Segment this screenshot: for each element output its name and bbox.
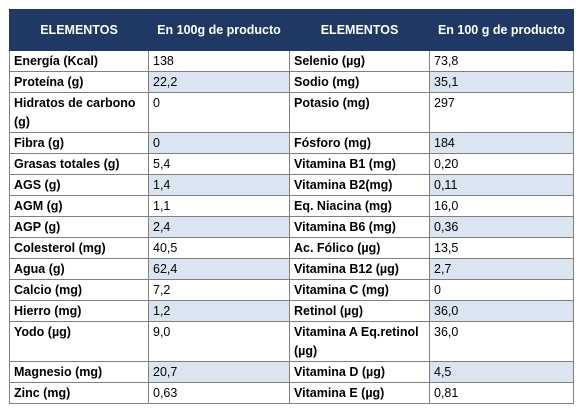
table-row: Hierro (mg) 1,2 Retinol (µg) 36,0 [9,300,574,322]
element-name-left: AGP (g) [9,216,149,238]
element-name-left: Hierro (mg) [9,300,149,322]
element-value-right: 0,36 [429,216,574,238]
table-row: Yodo (µg) 9,0 Vitamina A Eq.retinol (µg)… [9,321,574,362]
table-row: Magnesio (mg) 20,7 Vitamina D (µg) 4,5 [9,361,574,383]
element-value-left: 0 [148,92,290,133]
table-row: Proteína (g) 22,2 Sodio (mg) 35,1 [9,71,574,93]
element-name-right: Vitamina E (µg) [289,382,430,404]
table-row: Energía (Kcal) 138 Selenio (µg) 73,8 [9,50,574,72]
element-name-right: Retinol (µg) [289,300,430,322]
element-name-right: Vitamina B2(mg) [289,174,430,196]
element-name-right: Fósforo (mg) [289,132,430,154]
element-name-right: Vitamina D (µg) [289,361,430,383]
table-row: Grasas totales (g) 5,4 Vitamina B1 (mg) … [9,153,574,175]
element-name-left: Proteína (g) [9,71,149,93]
element-value-left: 138 [148,50,290,72]
element-name-left: Grasas totales (g) [9,153,149,175]
element-name-left: Zinc (mg) [9,382,149,404]
element-name-left: Yodo (µg) [9,321,149,362]
element-name-left: Hidratos de carbono (g) [9,92,149,133]
header-per-100g-right: En 100 g de producto [429,9,574,51]
element-value-left: 20,7 [148,361,290,383]
element-name-left: Magnesio (mg) [9,361,149,383]
table-row: Fibra (g) 0 Fósforo (mg) 184 [9,132,574,154]
table-row: AGM (g) 1,1 Eq. Niacina (mg) 16,0 [9,195,574,217]
element-name-right: Vitamina A Eq.retinol (µg) [289,321,430,362]
element-value-right: 35,1 [429,71,574,93]
element-value-right: 36,0 [429,321,574,362]
element-value-left: 5,4 [148,153,290,175]
element-name-left: Energía (Kcal) [9,50,149,72]
table-header-row: ELEMENTOS En 100g de producto ELEMENTOS … [9,9,574,51]
element-value-left: 40,5 [148,237,290,259]
element-name-right: Eq. Niacina (mg) [289,195,430,217]
table-row: Colesterol (mg) 40,5 Ac. Fólico (µg) 13,… [9,237,574,259]
element-name-right: Selenio (µg) [289,50,430,72]
element-value-right: 4,5 [429,361,574,383]
element-value-left: 1,1 [148,195,290,217]
header-elements-left: ELEMENTOS [9,9,149,51]
element-value-right: 0,81 [429,382,574,404]
element-value-left: 9,0 [148,321,290,362]
table-row: Agua (g) 62,4 Vitamina B12 (µg) 2,7 [9,258,574,280]
element-name-right: Vitamina B6 (mg) [289,216,430,238]
element-value-right: 13,5 [429,237,574,259]
nutrition-table-container: ELEMENTOS En 100g de producto ELEMENTOS … [9,9,574,404]
element-value-left: 0 [148,132,290,154]
element-value-right: 16,0 [429,195,574,217]
header-per-100g-left: En 100g de producto [148,9,290,51]
element-value-left: 22,2 [148,71,290,93]
table-row: Hidratos de carbono (g) 0 Potasio (mg) 2… [9,92,574,133]
element-value-right: 297 [429,92,574,133]
element-value-right: 73,8 [429,50,574,72]
element-value-left: 2,4 [148,216,290,238]
element-value-left: 0,63 [148,382,290,404]
element-name-right: Potasio (mg) [289,92,430,133]
table-row: AGP (g) 2,4 Vitamina B6 (mg) 0,36 [9,216,574,238]
element-value-right: 2,7 [429,258,574,280]
element-name-right: Ac. Fólico (µg) [289,237,430,259]
element-name-left: Agua (g) [9,258,149,280]
element-value-left: 7,2 [148,279,290,301]
table-row: Calcio (mg) 7,2 Vitamina C (mg) 0 [9,279,574,301]
element-name-left: AGM (g) [9,195,149,217]
header-elements-right: ELEMENTOS [289,9,430,51]
element-name-left: AGS (g) [9,174,149,196]
nutrition-table: ELEMENTOS En 100g de producto ELEMENTOS … [9,9,574,404]
element-name-left: Calcio (mg) [9,279,149,301]
element-value-left: 1,2 [148,300,290,322]
table-row: AGS (g) 1,4 Vitamina B2(mg) 0,11 [9,174,574,196]
element-value-right: 36,0 [429,300,574,322]
element-value-right: 184 [429,132,574,154]
element-name-right: Sodio (mg) [289,71,430,93]
element-value-right: 0,11 [429,174,574,196]
element-name-right: Vitamina C (mg) [289,279,430,301]
element-value-left: 1,4 [148,174,290,196]
element-name-right: Vitamina B12 (µg) [289,258,430,280]
element-value-left: 62,4 [148,258,290,280]
element-value-right: 0,20 [429,153,574,175]
element-name-left: Colesterol (mg) [9,237,149,259]
element-name-right: Vitamina B1 (mg) [289,153,430,175]
table-row: Zinc (mg) 0,63 Vitamina E (µg) 0,81 [9,382,574,404]
element-name-left: Fibra (g) [9,132,149,154]
element-value-right: 0 [429,279,574,301]
